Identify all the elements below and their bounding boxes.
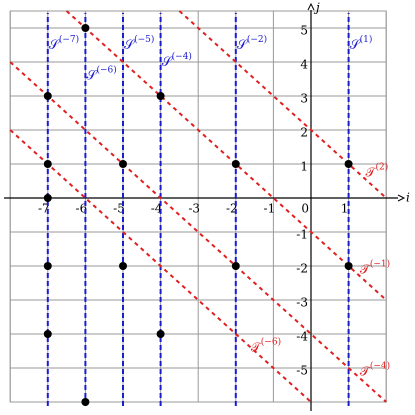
y-tick-label: -1 <box>296 228 308 242</box>
x-tick-label: -6 <box>76 202 88 216</box>
label-base: 𝒮 <box>124 38 136 53</box>
label-base: 𝒮 <box>162 55 174 70</box>
point <box>43 92 52 100</box>
point <box>43 262 52 270</box>
label-base: 𝒮 <box>237 38 249 53</box>
diagonal-line-label: 𝒯(−6) <box>251 336 281 355</box>
x-tick-label: -3 <box>188 202 200 216</box>
x-tick-label: -2 <box>226 202 238 216</box>
y-tick-label: -3 <box>296 296 308 310</box>
point <box>231 160 240 168</box>
vertical-line-label: 𝒮(−7) <box>49 34 79 53</box>
vertical-line-label: 𝒮(−6) <box>86 64 116 83</box>
label-base: 𝒯 <box>360 364 372 379</box>
y-tick-label: 5 <box>300 24 308 38</box>
x-tick-label: -1 <box>264 202 276 216</box>
label-sup: (−2) <box>247 34 267 45</box>
label-sup: (−5) <box>134 34 154 45</box>
y-tick-label: 3 <box>300 92 308 106</box>
label-sup: (−4) <box>172 51 192 62</box>
label-base: 𝒮 <box>49 38 61 53</box>
vertical-line-label: 𝒮(1) <box>350 34 373 53</box>
label-base: 𝒯 <box>251 340 263 355</box>
point <box>156 330 165 338</box>
diagonal-line <box>9 129 312 403</box>
label-base: 𝒯 <box>360 262 372 277</box>
x-tick-label: 1 <box>341 202 349 216</box>
y-arrow <box>307 2 315 11</box>
point <box>156 92 165 100</box>
label-sup: (1) <box>360 34 373 45</box>
y-tick-label: -2 <box>296 262 308 276</box>
label-sup: (−1) <box>370 258 390 269</box>
x-axis-name: i <box>406 191 410 205</box>
point <box>43 330 52 338</box>
vertical-line-label: 𝒮(−5) <box>124 34 154 53</box>
y-tick-label: -4 <box>296 330 308 344</box>
point <box>81 24 90 32</box>
x-arrow <box>397 194 406 202</box>
point <box>43 160 52 168</box>
point <box>231 262 240 270</box>
diagonal-line-label: 𝒯(−1) <box>360 258 390 277</box>
vertical-line-label: 𝒮(−2) <box>237 34 267 53</box>
y-tick-label: 4 <box>300 58 308 72</box>
grid-border <box>9 10 387 403</box>
label-sup: (−4) <box>370 360 390 371</box>
point <box>119 160 127 168</box>
origin-label: 0 <box>301 202 309 216</box>
diagonal-line <box>178 10 387 199</box>
x-tick-label: -7 <box>38 202 50 216</box>
y-tick-label: -5 <box>296 364 308 378</box>
point <box>43 194 52 202</box>
point <box>344 160 353 168</box>
label-base: 𝒯 <box>366 165 378 180</box>
diagonal-line-label: 𝒯(−4) <box>360 360 390 379</box>
label-sup: (2) <box>375 161 388 172</box>
label-sup: (−7) <box>59 34 79 45</box>
label-sup: (−6) <box>96 64 116 75</box>
x-tick-label: -5 <box>113 202 125 216</box>
label-sup: (−6) <box>261 336 281 347</box>
y-tick-label: 1 <box>300 160 308 174</box>
vertical-line-label: 𝒮(−4) <box>162 51 192 70</box>
label-base: 𝒮 <box>86 68 98 83</box>
point <box>119 262 127 270</box>
point <box>344 262 353 270</box>
y-tick-label: 2 <box>300 126 308 140</box>
diagonal-line-label: 𝒯(2) <box>366 161 389 180</box>
label-base: 𝒮 <box>350 38 362 53</box>
point <box>81 398 90 406</box>
y-axis-name: j <box>313 1 320 15</box>
